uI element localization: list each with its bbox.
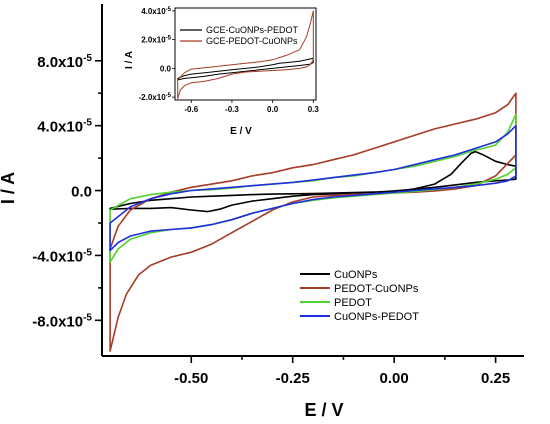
main-y-tick-label: -8.0x10-5	[32, 312, 92, 330]
main-legend: CuONPs PEDOT-CuONPs PEDOT CuONPs-PEDOT	[300, 269, 419, 323]
inset-y-ticks: -2.0x10-5 0.02.0x10-5 4.0x10-5	[139, 7, 175, 102]
main-y-tick-mantissa: 4.0x10	[37, 119, 83, 136]
inset-x-ticks: -0.6 -0.3 0.0 0.3	[184, 100, 319, 114]
inset-x-tick-label: -0.6	[184, 105, 198, 114]
inset-series-group	[177, 10, 314, 100]
main-y-tick-exponent: -5	[83, 247, 92, 258]
inset-x-tick-label: 0.3	[308, 105, 320, 114]
main-legend-label: CuONPs-PEDOT	[334, 311, 419, 323]
main-y-tick-mantissa: -8.0x10	[32, 313, 83, 330]
main-x-ticks: -0.50 -0.25 0.00 0.25	[174, 356, 510, 387]
main-y-axis-title: I / A	[0, 172, 18, 204]
inset-x-tick-label: -0.3	[225, 105, 239, 114]
inset-series-line-gce-cuonps-pedot	[177, 57, 314, 81]
main-y-tick-label: -4.0x10-5	[32, 247, 92, 265]
inset-y-tick-label: 4.0x10-5	[141, 7, 171, 16]
inset-axes	[174, 7, 317, 101]
inset-x-tick-label: 0.0	[267, 105, 279, 114]
main-legend-label: PEDOT	[334, 297, 372, 309]
inset-y-tick-exponent: -5	[166, 36, 172, 42]
main-x-tick-label: 0.25	[481, 370, 510, 387]
main-y-tick-label: 4.0x10-5	[37, 118, 92, 136]
main-legend-label: CuONPs	[334, 269, 378, 281]
main-series-line-cuonps-pedot	[109, 124, 517, 252]
inset-y-tick-exponent: -5	[166, 7, 172, 13]
main-x-axis-title: E / V	[304, 400, 343, 420]
main-y-tick-exponent: -5	[83, 118, 92, 129]
main-x-tick-label: 0.00	[380, 370, 409, 387]
inset-x-axis-title: E / V	[230, 126, 252, 137]
inset-axis-frame	[174, 7, 317, 101]
inset-y-tick-mantissa: 2.0x10	[141, 36, 166, 45]
main-y-tick-label: 0.0	[71, 184, 92, 201]
inset-y-tick-mantissa: 0.0	[160, 64, 172, 73]
inset-y-axis-title: I / A	[124, 51, 135, 69]
inset-plot: -0.6 -0.3 0.0 0.3 -2.0x10-5 0.02.0x10-5 4.0…	[124, 4, 333, 137]
main-y-tick-exponent: -5	[83, 53, 92, 64]
main-axes	[101, 4, 524, 357]
inset-series-line-gce-pedot-cuonps	[177, 10, 314, 100]
main-y-tick-mantissa: 8.0x10	[37, 54, 83, 71]
main-y-ticks: -8.0x10-5 -4.0x10-5 0.04.0x10-5 8.0x10-5	[32, 53, 102, 330]
main-y-tick-label: 8.0x10-5	[37, 53, 92, 71]
main-plot: -0.50 -0.25 0.00 0.25 -8.0x10-5 -4.0x10-5 0…	[0, 4, 524, 420]
main-legend-label: PEDOT-CuONPs	[334, 283, 419, 295]
main-x-tick-label: -0.25	[276, 370, 310, 387]
inset-background	[163, 4, 333, 108]
inset-y-tick-mantissa: 4.0x10	[141, 7, 166, 16]
main-series-group	[109, 92, 517, 352]
inset-y-tick-mantissa: -2.0x10	[139, 93, 167, 102]
inset-y-tick-exponent: -5	[166, 93, 172, 99]
main-y-tick-mantissa: 0.0	[71, 184, 92, 201]
main-x-tick-label: -0.50	[174, 370, 208, 387]
main-series-line-pedot-cuonps	[109, 92, 517, 352]
main-y-tick-mantissa: -4.0x10	[32, 248, 83, 265]
inset-legend-label: GCE-PEDOT-CuONPs	[206, 36, 298, 46]
inset-y-tick-label: 0.0	[160, 64, 172, 73]
inset-y-tick-label: -2.0x10-5	[139, 93, 172, 102]
inset-legend-label: GCE-CuONPs-PEDOT	[206, 25, 299, 35]
main-y-tick-exponent: -5	[83, 312, 92, 323]
inset-y-tick-label: 2.0x10-5	[141, 36, 171, 45]
